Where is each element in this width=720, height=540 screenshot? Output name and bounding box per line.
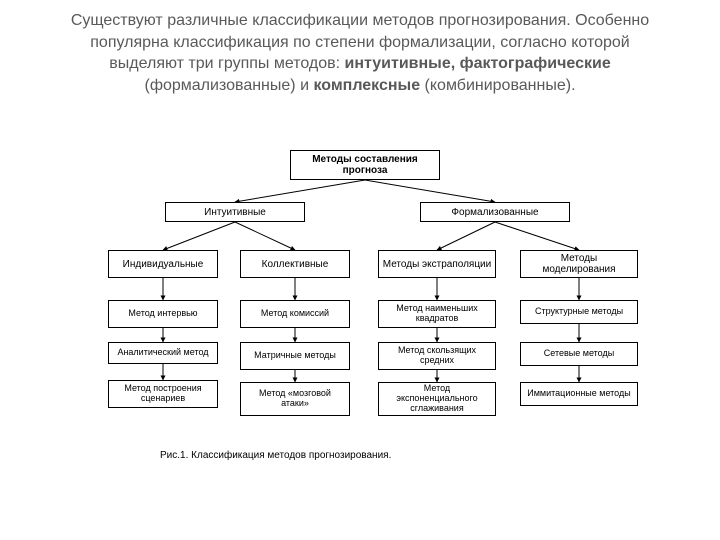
tree-leaf: Метод «мозговой атаки» [240, 382, 350, 416]
tree-root: Методы составления прогноза [290, 150, 440, 180]
tree-node-intuitive: Интуитивные [165, 202, 305, 222]
tree-leaf: Матричные методы [240, 342, 350, 370]
tree-leaf: Структурные методы [520, 300, 638, 324]
tree-node-extrapolation: Методы экстраполяции [378, 250, 496, 278]
tree-node-modeling: Методы моделирования [520, 250, 638, 278]
figure-caption: Рис.1. Классификация методов прогнозиров… [160, 450, 391, 461]
intro-bold2: комплексные [313, 77, 420, 94]
classification-diagram: Методы составления прогноза Интуитивные … [90, 150, 650, 510]
tree-leaf: Метод комиссий [240, 300, 350, 328]
intro-bold1: интуитивные, фактографические [345, 55, 611, 72]
tree-leaf: Аналитический метод [108, 342, 218, 364]
tree-leaf: Метод скользящих средних [378, 342, 496, 370]
intro-paragraph: Существуют различные классификации метод… [60, 10, 660, 96]
intro-part3: (комбинированные). [425, 77, 576, 94]
tree-leaf: Иммитационные методы [520, 382, 638, 406]
tree-leaf: Метод экспоненциального сглаживания [378, 382, 496, 416]
tree-node-formalized: Формализованные [420, 202, 570, 222]
tree-node-individual: Индивидуальные [108, 250, 218, 278]
intro-part2: (формализованные) и [144, 77, 313, 94]
tree-node-collective: Коллективные [240, 250, 350, 278]
tree-leaf: Метод построения сценариев [108, 380, 218, 408]
tree-leaf: Метод интервью [108, 300, 218, 328]
tree-leaf: Сетевые методы [520, 342, 638, 366]
tree-leaf: Метод наименьших квадратов [378, 300, 496, 328]
